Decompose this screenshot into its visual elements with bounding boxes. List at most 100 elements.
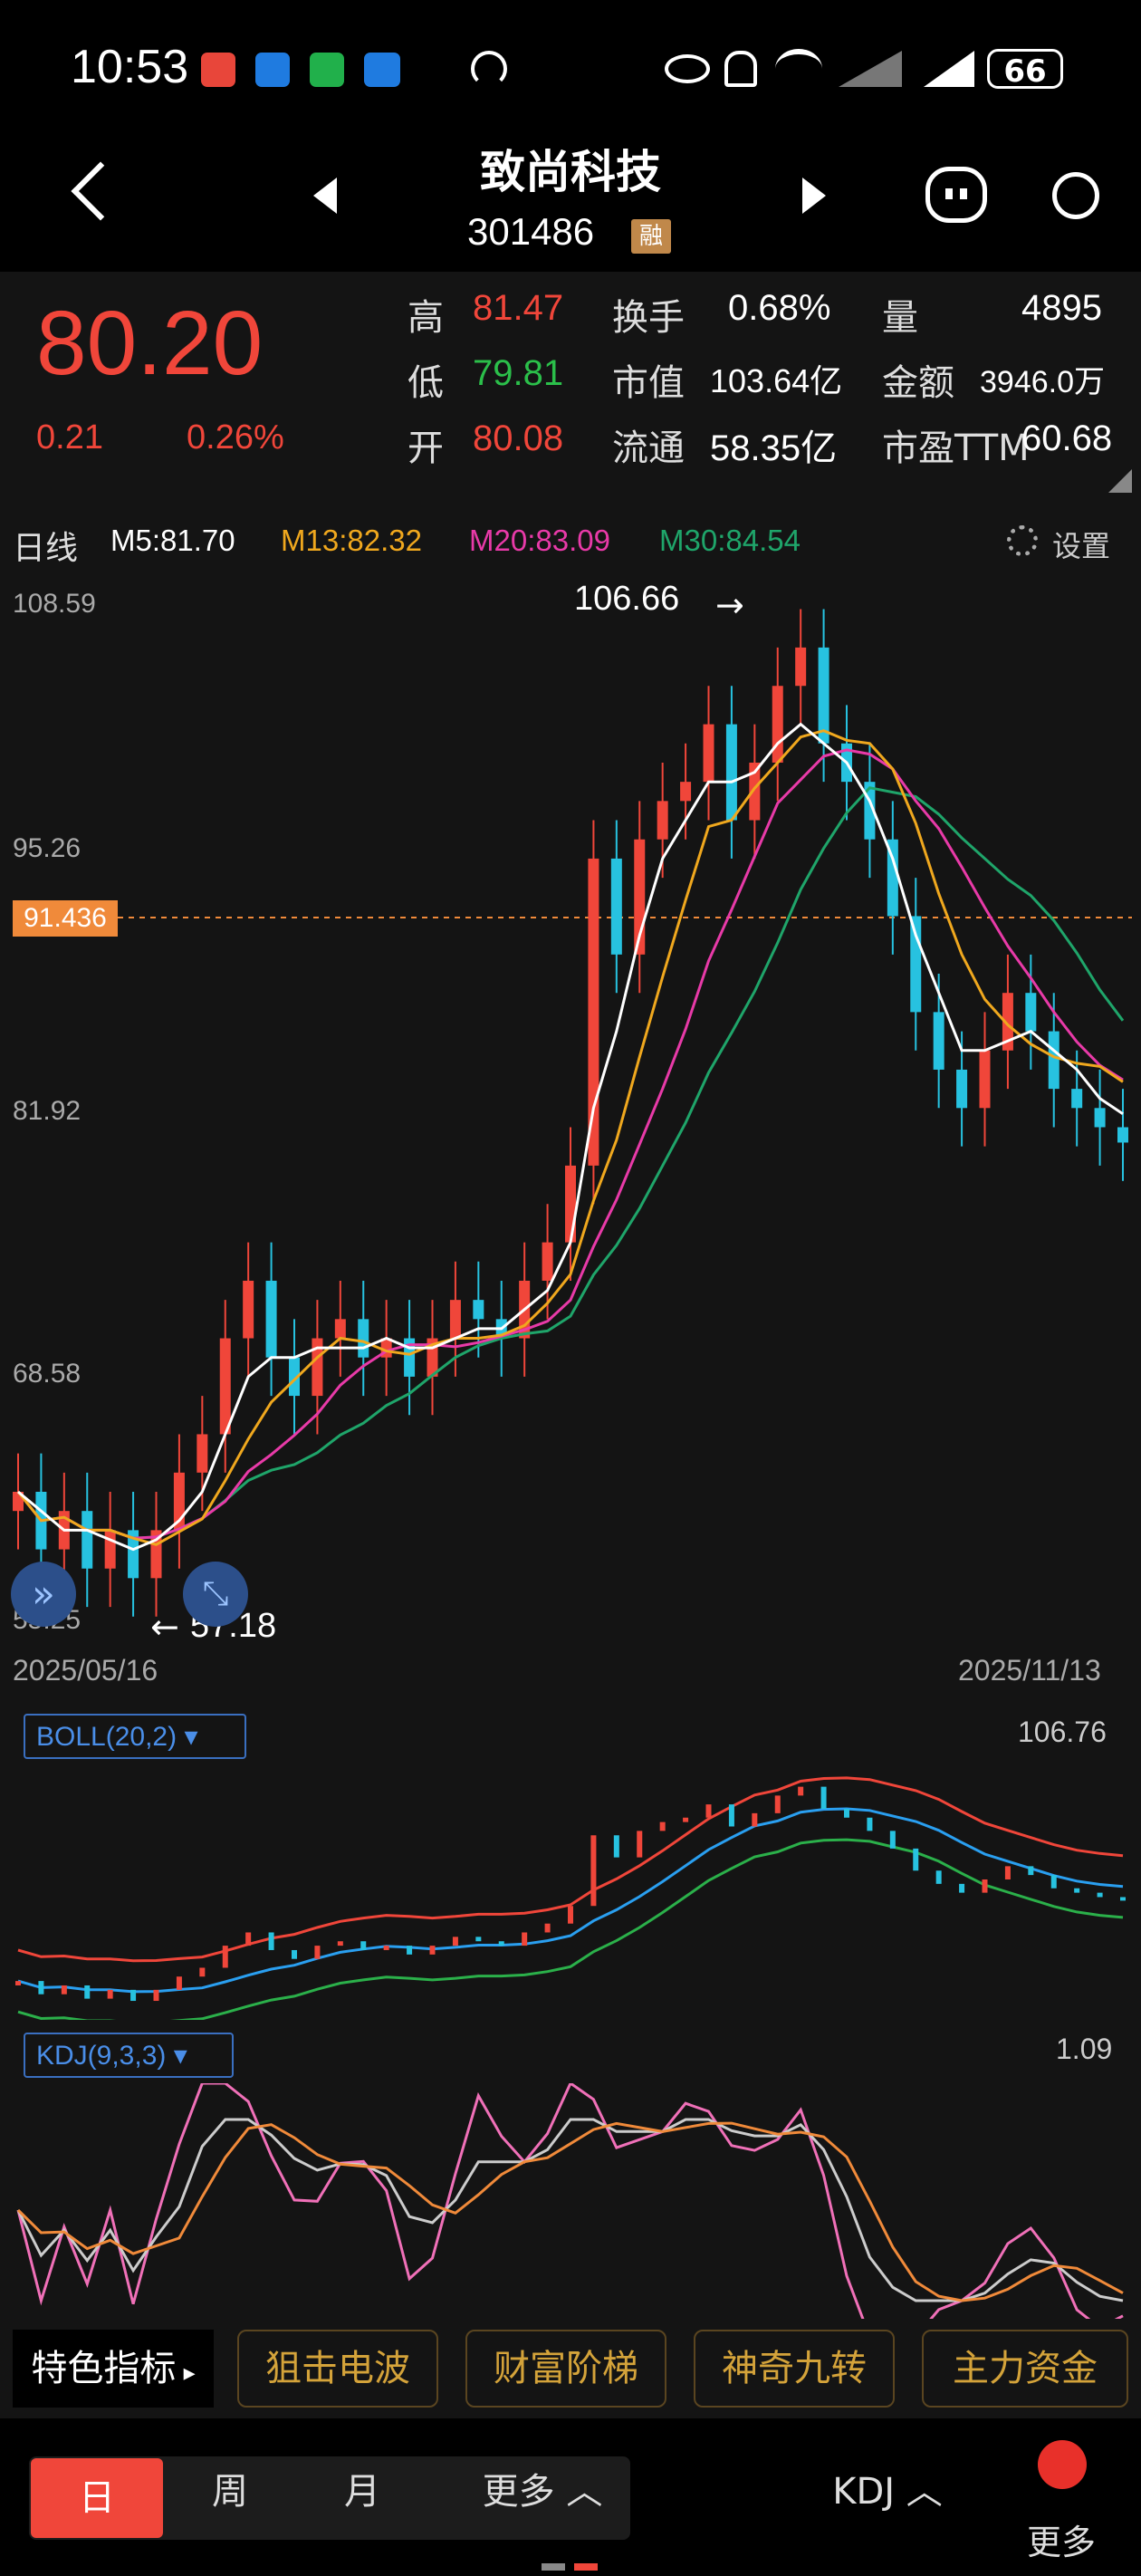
speed-icon <box>471 51 507 87</box>
boll-candle <box>199 1967 206 1977</box>
high-value: 81.47 <box>473 288 564 328</box>
kdj-selector[interactable]: KDJ(9,3,3) ▾ <box>24 2033 234 2078</box>
mktcap-value: 103.64亿 <box>710 362 843 399</box>
boll-candle <box>314 1946 321 1959</box>
pe-value: 60.68 <box>1021 418 1113 458</box>
chat-icon[interactable] <box>925 167 987 223</box>
boll-candle <box>176 1976 182 1990</box>
mute-icon <box>724 51 757 87</box>
boll-candle <box>705 1804 712 1818</box>
low-label: 低 <box>408 362 444 404</box>
indicator-button[interactable]: 主力资金 <box>922 2330 1128 2408</box>
candle-body <box>449 1300 461 1339</box>
candle-body <box>749 762 761 821</box>
boll-candle <box>475 1937 482 1942</box>
candle-body <box>725 724 737 821</box>
kdj-label: KDJ(9,3,3) <box>36 2041 167 2071</box>
boll-chart[interactable] <box>0 1766 1141 2020</box>
high-marker: 106.66 <box>574 580 680 618</box>
boll-candle <box>245 1932 252 1946</box>
boll-candle <box>452 1937 458 1946</box>
settings-label[interactable]: 设置 <box>1052 529 1111 563</box>
indicator-button[interactable]: 神奇九转 <box>694 2330 895 2408</box>
mktcap-label: 市值 <box>612 362 685 404</box>
search-icon[interactable] <box>1052 172 1099 219</box>
tab-day[interactable]: 日 <box>31 2458 163 2538</box>
indicator-button[interactable]: 狙击电波 <box>237 2330 438 2408</box>
chart-panel[interactable] <box>0 509 1141 2324</box>
more-menu-label[interactable]: 更多 <box>1027 2523 1097 2562</box>
open-value: 80.08 <box>473 418 564 458</box>
candle-body <box>1048 1031 1060 1090</box>
boll-candle <box>683 1817 689 1822</box>
candle-body <box>197 1434 208 1473</box>
next-stock-icon[interactable] <box>802 178 826 214</box>
boll-candle <box>867 1817 873 1831</box>
status-time: 10:53 <box>71 41 189 93</box>
boll-candle <box>982 1879 988 1893</box>
boll-label: BOLL(20,2) <box>36 1722 177 1752</box>
boll-candle <box>1097 1892 1103 1898</box>
feature-indicator-label: 特色指标 <box>31 2348 177 2389</box>
page-indicator <box>542 2563 565 2571</box>
kdj-chart[interactable] <box>0 2083 1141 2319</box>
candle-body <box>610 858 622 955</box>
tab-kdj[interactable]: KDJ ︿ <box>797 2462 978 2514</box>
price-chart[interactable] <box>0 580 1141 1639</box>
boll-candle <box>590 1835 597 1907</box>
stock-code: 301486 <box>467 210 595 253</box>
end-date: 2025/11/13 <box>958 1654 1101 1687</box>
candle-body <box>795 647 807 687</box>
tab-month[interactable]: 月 <box>344 2471 380 2513</box>
notification-icon <box>255 53 290 87</box>
boll-candle <box>1074 1888 1080 1893</box>
boll-candle <box>728 1804 734 1827</box>
crosshair-price-tag: 91.436 <box>13 900 118 937</box>
candle-body <box>1071 1089 1083 1109</box>
feature-indicator-button[interactable]: 特色指标 ▸ <box>13 2330 214 2408</box>
chevron-up-icon: ︿ <box>566 2471 603 2513</box>
boll-candle <box>107 1989 113 1999</box>
boll-candle <box>38 1981 44 1994</box>
float-value: 58.35亿 <box>710 428 838 468</box>
gear-icon[interactable] <box>1007 525 1038 556</box>
candle-body <box>1002 993 1013 1051</box>
boll-candle <box>522 1932 528 1946</box>
candle-body <box>588 858 599 1166</box>
indicator-button[interactable]: 财富阶梯 <box>465 2330 666 2408</box>
wechat-icon <box>310 53 344 87</box>
boll-candle <box>1004 1866 1011 1879</box>
expand-corner-icon[interactable] <box>1108 469 1132 493</box>
boll-candle <box>292 1949 297 1959</box>
candle-body <box>82 1511 93 1569</box>
ma5-label: M5:81.70 <box>110 524 235 557</box>
y-label: 108.59 <box>13 589 96 619</box>
tab-kdj-label: KDJ <box>832 2471 896 2513</box>
arrow-left-icon: ← <box>150 1607 179 1647</box>
turnover-label: 换手 <box>612 297 685 339</box>
tab-week[interactable]: 周 <box>212 2471 248 2513</box>
boll-candle <box>844 1808 849 1818</box>
candle-body <box>956 1069 968 1109</box>
more-menu-icon[interactable] <box>1038 2440 1087 2489</box>
boll-candle <box>1050 1875 1057 1889</box>
boll-candle <box>383 1946 389 1950</box>
boll-selector[interactable]: BOLL(20,2) ▾ <box>24 1714 246 1759</box>
boll-candle <box>613 1835 619 1858</box>
turnover-value: 0.68% <box>728 288 831 328</box>
collapse-right-icon[interactable]: ⤡ <box>183 1562 248 1627</box>
chart-period[interactable]: 日线 <box>13 530 79 567</box>
tab-more[interactable]: 更多 ︿ <box>465 2462 619 2514</box>
candle-body <box>772 686 783 763</box>
price-change: 0.21 <box>36 418 103 457</box>
candle-body <box>1117 1127 1128 1143</box>
prev-stock-icon[interactable] <box>313 178 337 214</box>
notification-icon <box>364 53 400 87</box>
eye-icon <box>665 54 710 83</box>
boll-candle <box>268 1932 274 1950</box>
candle-body <box>219 1338 231 1435</box>
amount-label: 金额 <box>882 362 954 404</box>
candle-body <box>265 1280 277 1358</box>
chat-eye-left <box>945 188 953 199</box>
collapse-left-icon[interactable]: » <box>11 1562 76 1627</box>
